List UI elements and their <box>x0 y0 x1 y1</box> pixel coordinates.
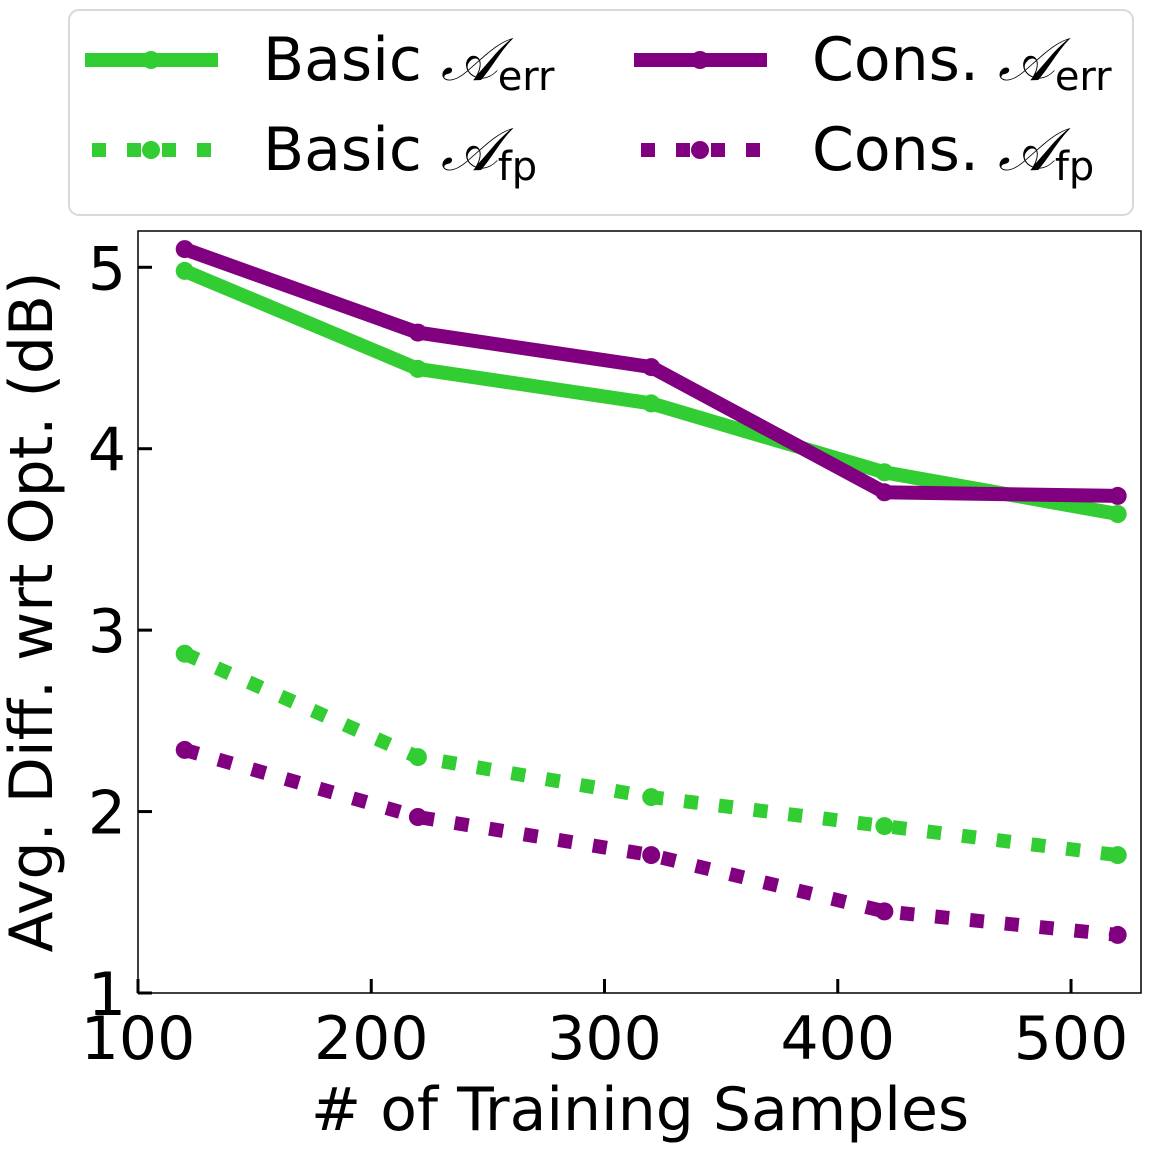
data-point-cons_fp <box>1108 925 1127 944</box>
legend-frame <box>68 9 1134 216</box>
legend-marker-basic_err <box>142 51 160 69</box>
y-tick-label: 2 <box>88 779 126 849</box>
legend-label-main: Cons. <box>812 115 998 185</box>
series-line-basic_err <box>177 263 1125 521</box>
data-point-basic_err <box>875 463 894 482</box>
x-tick-label: 200 <box>314 1004 429 1074</box>
legend-marker-cons_err <box>691 51 709 69</box>
x-tick-label: 300 <box>547 1004 662 1074</box>
data-point-basic_err <box>1108 505 1127 523</box>
data-point-basic_err <box>642 394 661 413</box>
x-tick-label: 100 <box>81 1004 196 1074</box>
data-point-basic_err <box>175 261 194 280</box>
legend: Basic 𝒜err Cons. 𝒜err Basic 𝒜fp Cons. 𝒜fp <box>68 9 1134 216</box>
legend-label-sub: fp <box>498 144 537 190</box>
data-point-basic_fp <box>408 748 427 767</box>
legend-label-cons_err: Cons. 𝒜err <box>812 25 1112 100</box>
data-point-basic_fp <box>642 788 661 807</box>
legend-label-basic_err: Basic 𝒜err <box>263 25 555 100</box>
plot-frame <box>137 230 1142 994</box>
legend-label-sub: err <box>498 54 555 100</box>
data-point-cons_err <box>175 240 194 259</box>
legend-label-basic_fp: Basic 𝒜fp <box>263 115 537 190</box>
legend-item-basic_err: Basic 𝒜err <box>85 25 555 100</box>
series-line-cons_fp <box>182 743 1119 942</box>
data-point-basic_fp <box>175 644 194 663</box>
legend-label-main: Basic <box>263 115 441 185</box>
y-tick-label: 4 <box>88 416 126 486</box>
y-tick-label: 5 <box>88 234 126 304</box>
legend-marker-cons_fp <box>691 141 709 159</box>
y-tick-label: 3 <box>88 597 126 667</box>
data-point-basic_err <box>408 359 427 378</box>
legend-label-sub: fp <box>1055 144 1094 190</box>
legend-item-cons_err: Cons. 𝒜err <box>634 25 1112 100</box>
y-tick-label: 1 <box>88 960 126 1030</box>
data-point-cons_err <box>642 358 661 377</box>
legend-label-main: Basic <box>263 25 441 95</box>
y-axis-title: Avg. Diff. wrt Opt. (dB) <box>0 271 67 952</box>
data-point-basic_fp <box>1108 846 1127 865</box>
data-point-basic_fp <box>875 817 894 836</box>
legend-item-cons_fp: Cons. 𝒜fp <box>641 115 1094 190</box>
x-tick-label: 500 <box>1014 1004 1129 1074</box>
data-point-cons_fp <box>408 808 427 826</box>
data-point-cons_err <box>875 483 894 502</box>
x-tick-label: 400 <box>781 1004 896 1074</box>
legend-marker-basic_fp <box>142 141 160 159</box>
legend-label-cons_fp: Cons. 𝒜fp <box>812 115 1094 190</box>
x-axis-title: # of Training Samples <box>311 1075 969 1145</box>
data-point-cons_fp <box>642 846 661 865</box>
data-point-cons_err <box>408 323 427 342</box>
legend-label-main: Cons. <box>812 25 998 95</box>
data-point-cons_fp <box>875 902 894 921</box>
plot-area: 100 200 300 400 500 1 2 3 4 5 <box>81 230 1142 1074</box>
data-point-cons_err <box>1108 486 1127 505</box>
data-point-cons_fp <box>175 740 194 759</box>
series-line-basic_fp <box>181 647 1119 863</box>
legend-label-sub: err <box>1055 54 1112 100</box>
